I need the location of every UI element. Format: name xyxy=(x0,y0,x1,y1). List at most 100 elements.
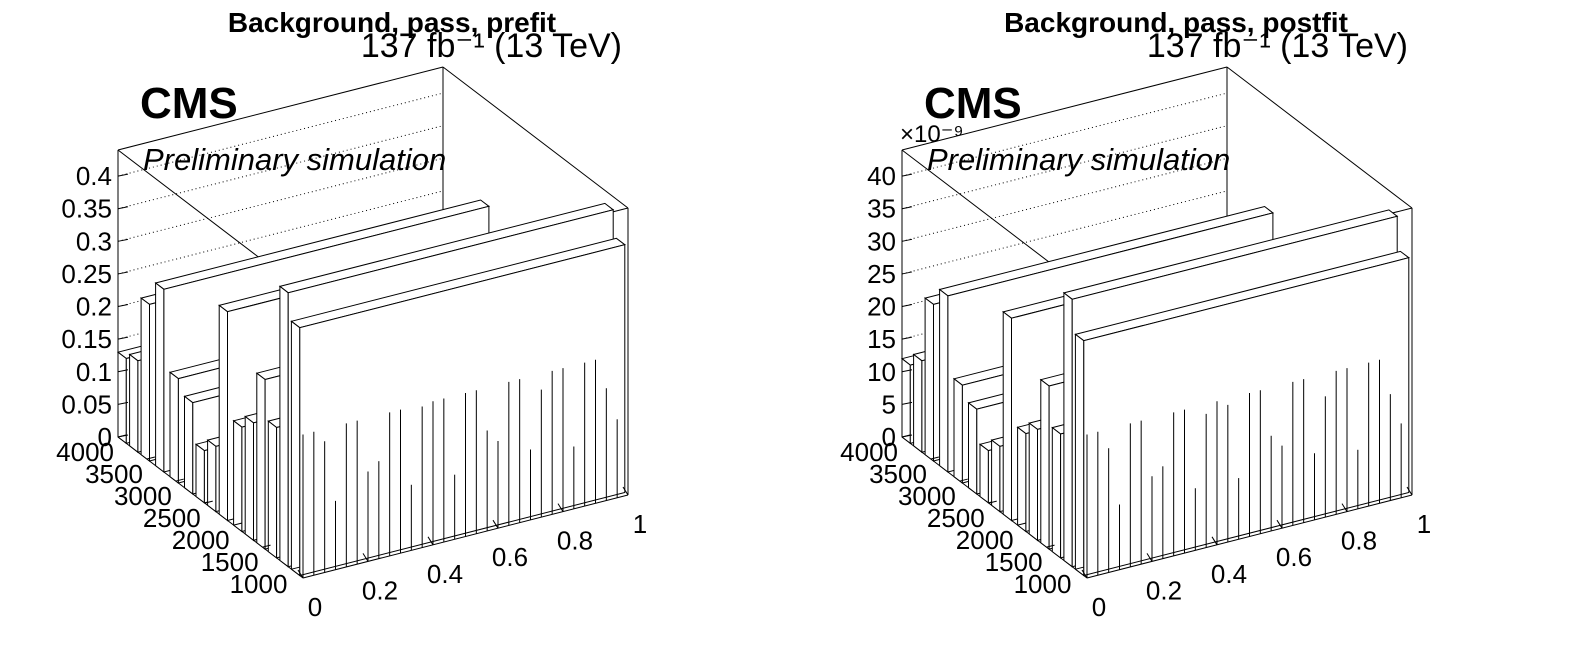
z-tick-mark xyxy=(901,238,913,242)
x-tick-mark xyxy=(492,519,499,529)
z-tick-label: 10 xyxy=(867,357,896,387)
z-tick-label: 5 xyxy=(882,389,896,419)
z-tick-mark xyxy=(117,206,129,210)
bar-side xyxy=(233,419,243,533)
z-tick-mark xyxy=(117,304,129,308)
bar-series xyxy=(116,199,629,578)
lumi-label: 137 fb⁻¹ (13 TeV) xyxy=(361,27,622,65)
y-tick-mark xyxy=(175,478,184,482)
z-tick-mark xyxy=(117,336,129,340)
frame-edge xyxy=(1226,66,1413,209)
z-tick-mark xyxy=(117,173,129,177)
bar-front xyxy=(299,244,626,577)
bar-side xyxy=(129,353,139,454)
x-tick-mark xyxy=(1276,519,1283,529)
z-tick-mark xyxy=(117,401,129,405)
z-tick-mark xyxy=(901,304,913,308)
z-tick-mark xyxy=(117,238,129,242)
z-tick-label: 0.15 xyxy=(61,324,112,354)
chart-title: Background, pass, prefit xyxy=(228,7,556,38)
y-tick-label: 3000 xyxy=(114,481,172,511)
x-tick-mark xyxy=(1211,536,1218,546)
y-tick-label: 2000 xyxy=(172,525,230,555)
x-axis-ticks: 0 0.2 0.4 0.6 0.8 1 xyxy=(1081,486,1431,622)
z-tick-label: 0 xyxy=(98,422,112,452)
bar-side xyxy=(1063,291,1073,568)
frame-edge xyxy=(117,66,444,151)
lego-plot-prefit: Background, pass, prefit 137 fb⁻¹ (13 Te… xyxy=(56,7,647,622)
bar-side xyxy=(913,353,923,454)
x-tick-mark xyxy=(1341,503,1348,512)
frame-edge xyxy=(901,66,1228,151)
x-tick-label: 0 xyxy=(1092,592,1106,622)
x-tick-label: 0.8 xyxy=(557,526,593,556)
bar-side xyxy=(267,420,278,559)
y-tick-mark xyxy=(291,566,300,570)
bar-side xyxy=(1017,426,1027,533)
z-tick-label: 0.25 xyxy=(61,259,112,289)
x-tick-label: 0.4 xyxy=(1211,559,1247,589)
bar-strip xyxy=(290,237,626,577)
y-tick-label: 3000 xyxy=(898,481,956,511)
bar-side xyxy=(924,297,934,463)
bar-side xyxy=(155,281,165,474)
x-tick-label: 0.2 xyxy=(1146,575,1182,605)
bar-front xyxy=(1083,257,1410,577)
y-tick-mark xyxy=(901,434,911,438)
y-tick-label: 1500 xyxy=(985,547,1043,577)
frame-edge xyxy=(442,66,629,209)
bar-side xyxy=(1074,333,1085,577)
x-tick-mark xyxy=(427,536,434,546)
y-tick-label: 2000 xyxy=(956,525,1014,555)
y-tick-mark xyxy=(988,500,997,504)
x-tick-label: 1 xyxy=(1417,509,1431,539)
x-tick-label: 0 xyxy=(308,592,322,622)
y-tick-label: 4000 xyxy=(840,437,898,467)
x-axis-ticks: 0 0.2 0.4 0.6 0.8 1 xyxy=(297,486,647,622)
z-tick-label: 20 xyxy=(867,292,896,322)
z-axis-ticks: 00.050.10.150.20.250.30.350.4 xyxy=(61,161,129,452)
bar-side xyxy=(117,351,127,445)
preliminary-label: Preliminary simulation xyxy=(927,142,1230,177)
z-axis-exponent: ×10⁻⁹ xyxy=(900,121,964,148)
x-tick-mark xyxy=(557,503,564,512)
z-tick-mark xyxy=(901,369,913,373)
bar-side xyxy=(195,443,205,504)
y-tick-mark xyxy=(1046,544,1055,548)
x-tick-label: 0.6 xyxy=(1276,542,1312,572)
bar-side xyxy=(968,401,978,496)
x-tick-label: 0.8 xyxy=(1341,526,1377,556)
bar-side xyxy=(244,415,254,542)
cms-label: CMS xyxy=(924,79,1022,128)
z-tick-label: 15 xyxy=(867,324,896,354)
z-tick-label: 40 xyxy=(867,161,896,191)
bar-side xyxy=(953,377,963,484)
lego-plot-postfit: Background, pass, postfit 137 fb⁻¹ (13 T… xyxy=(840,7,1431,622)
x-tick-mark xyxy=(622,486,629,496)
lumi-label: 137 fb⁻¹ (13 TeV) xyxy=(1147,27,1408,65)
y-tick-mark xyxy=(1017,522,1026,526)
y-tick-label: 3500 xyxy=(869,459,927,489)
bar-side xyxy=(169,371,179,484)
bar-side xyxy=(1028,422,1038,542)
z-tick-mark xyxy=(901,173,913,177)
y-tick-mark xyxy=(117,434,127,438)
z-tick-mark xyxy=(901,336,913,340)
x-tick-mark xyxy=(297,569,304,579)
bar-side xyxy=(979,443,989,504)
z-tick-label: 0.3 xyxy=(76,226,112,256)
x-tick-label: 0.2 xyxy=(362,575,398,605)
x-tick-label: 0.4 xyxy=(427,559,463,589)
z-tick-mark xyxy=(117,271,129,275)
y-tick-label: 2500 xyxy=(143,503,201,533)
bar-side xyxy=(1051,426,1062,559)
y-tick-label: 1000 xyxy=(1014,569,1072,599)
bar-side xyxy=(140,297,150,463)
y-tick-label: 1000 xyxy=(230,569,288,599)
bar-side xyxy=(279,285,289,568)
x-tick-label: 0.6 xyxy=(492,542,528,572)
bar-side xyxy=(256,372,266,551)
